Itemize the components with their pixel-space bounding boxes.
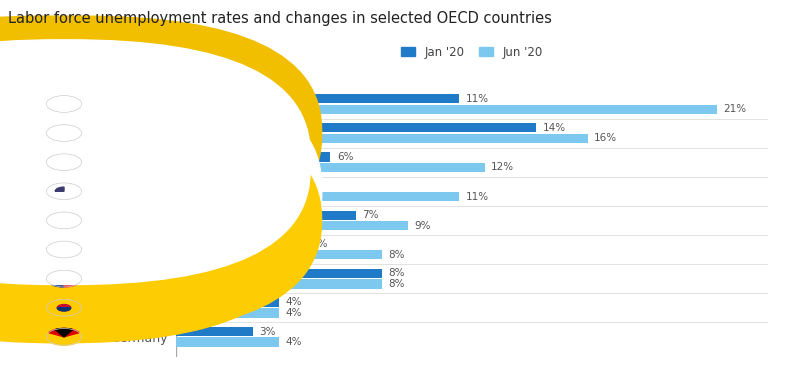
Wedge shape	[46, 212, 82, 229]
Bar	[176, 308, 279, 318]
Bar	[176, 211, 356, 220]
Wedge shape	[46, 154, 64, 171]
Bar	[176, 221, 408, 230]
Bar	[176, 152, 330, 161]
FancyBboxPatch shape	[0, 40, 310, 285]
Bar	[176, 337, 279, 347]
Bar	[176, 181, 279, 191]
Wedge shape	[64, 154, 82, 171]
Wedge shape	[47, 104, 81, 112]
Wedge shape	[46, 241, 82, 258]
Text: 6%: 6%	[337, 152, 354, 162]
Wedge shape	[46, 104, 82, 112]
Text: Labor force unemployment rates and changes in selected OECD countries: Labor force unemployment rates and chang…	[8, 11, 552, 26]
Text: 8%: 8%	[388, 250, 405, 260]
Text: 11%: 11%	[466, 192, 489, 201]
FancyBboxPatch shape	[0, 105, 322, 336]
Wedge shape	[46, 183, 82, 200]
Bar	[176, 279, 382, 288]
Wedge shape	[46, 299, 82, 316]
FancyBboxPatch shape	[0, 16, 322, 250]
Bar	[176, 298, 279, 307]
Text: 4%: 4%	[286, 308, 302, 318]
Wedge shape	[46, 270, 82, 287]
Wedge shape	[58, 304, 70, 311]
Wedge shape	[55, 187, 64, 191]
FancyBboxPatch shape	[0, 79, 322, 308]
Bar	[176, 250, 382, 260]
FancyBboxPatch shape	[0, 72, 322, 301]
Bar	[176, 240, 305, 249]
Bar	[176, 327, 254, 336]
Bar	[176, 94, 459, 103]
Text: 8%: 8%	[388, 268, 405, 279]
Wedge shape	[58, 308, 70, 311]
Text: 4%: 4%	[286, 181, 302, 191]
Bar	[176, 123, 536, 133]
Text: 8%: 8%	[388, 279, 405, 289]
FancyBboxPatch shape	[0, 98, 303, 343]
Legend: Jan '20, Jun '20: Jan '20, Jun '20	[401, 46, 543, 59]
Text: 5%: 5%	[311, 239, 328, 249]
Text: 16%: 16%	[594, 133, 618, 143]
Text: 4%: 4%	[286, 337, 302, 347]
FancyBboxPatch shape	[0, 76, 322, 304]
Bar	[176, 134, 588, 143]
Text: 11%: 11%	[466, 94, 489, 104]
Wedge shape	[55, 328, 73, 337]
Wedge shape	[46, 96, 82, 112]
Text: 9%: 9%	[414, 221, 430, 231]
Bar	[176, 105, 717, 114]
Bar	[176, 192, 459, 201]
Text: 3%: 3%	[260, 326, 276, 337]
Text: 21%: 21%	[723, 104, 746, 114]
Text: 12%: 12%	[491, 162, 514, 173]
Text: 14%: 14%	[542, 123, 566, 133]
Bar	[176, 163, 485, 172]
Wedge shape	[46, 125, 82, 141]
Wedge shape	[64, 270, 82, 287]
FancyBboxPatch shape	[0, 83, 322, 312]
Wedge shape	[46, 154, 82, 171]
Wedge shape	[46, 328, 82, 345]
Wedge shape	[46, 270, 64, 287]
Text: 7%: 7%	[362, 210, 379, 220]
Text: 4%: 4%	[286, 298, 302, 307]
Wedge shape	[49, 328, 79, 337]
Wedge shape	[46, 104, 82, 112]
Bar	[176, 269, 382, 278]
